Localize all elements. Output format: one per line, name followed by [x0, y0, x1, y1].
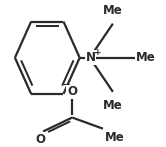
Text: Me: Me	[136, 51, 156, 64]
Text: N: N	[85, 51, 95, 64]
Text: −: −	[62, 80, 69, 89]
Text: Me: Me	[103, 4, 123, 17]
Text: +: +	[94, 48, 102, 57]
Text: Me: Me	[105, 131, 124, 145]
Text: Me: Me	[103, 99, 123, 112]
Text: O: O	[35, 133, 45, 146]
Text: O: O	[67, 85, 77, 98]
